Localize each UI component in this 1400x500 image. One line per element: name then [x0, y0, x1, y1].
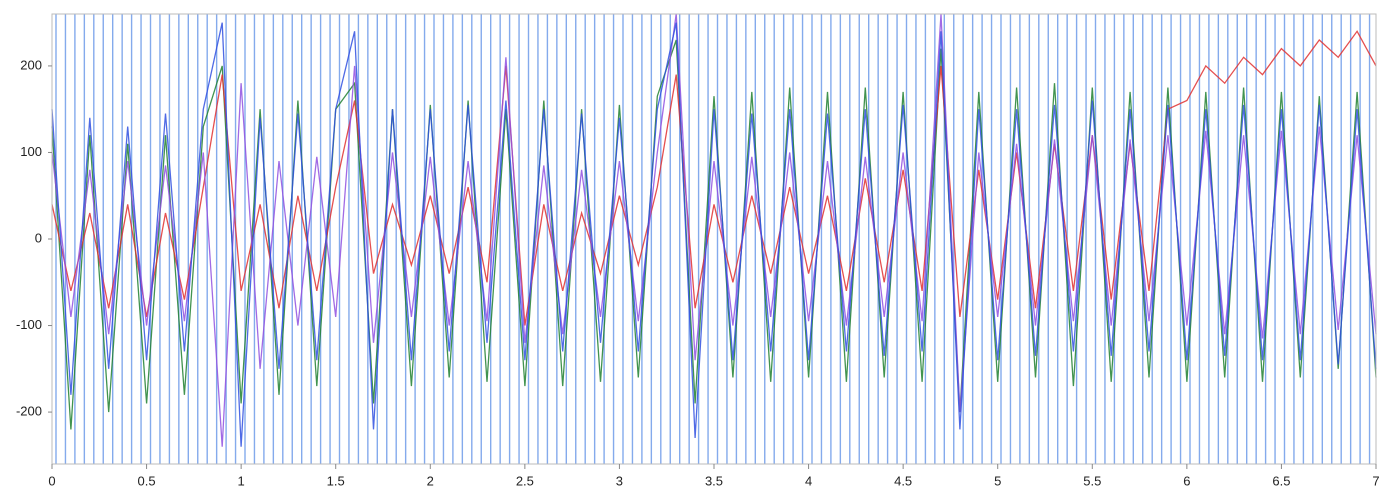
- y-tick-label: -200: [16, 404, 42, 419]
- plot-area: [51, 13, 1377, 447]
- x-tick-label: 7: [1372, 473, 1379, 488]
- x-tick-label: 3: [616, 473, 623, 488]
- x-tick-label: 3.5: [705, 473, 723, 488]
- series-line: [51, 13, 1377, 447]
- y-tick-label: 200: [20, 57, 42, 72]
- marker-lines: [55, 14, 1371, 464]
- x-tick-label: 0.5: [138, 473, 156, 488]
- x-tick-label: 4.5: [894, 473, 912, 488]
- x-tick-label: 5: [994, 473, 1001, 488]
- x-tick-label: 6.5: [1272, 473, 1290, 488]
- x-tick-label: 5.5: [1083, 473, 1101, 488]
- x-tick-label: 1: [238, 473, 245, 488]
- series-line: [51, 39, 1377, 430]
- y-tick-label: 0: [35, 230, 42, 245]
- x-tick-label: 2: [427, 473, 434, 488]
- x-tick-label: 2.5: [516, 473, 534, 488]
- x-tick-label: 6: [1183, 473, 1190, 488]
- y-tick-label: 100: [20, 144, 42, 159]
- x-tick-label: 4: [805, 473, 812, 488]
- x-tick-label: 1.5: [327, 473, 345, 488]
- y-tick-label: -100: [16, 317, 42, 332]
- series-line: [51, 22, 1377, 447]
- series-line: [51, 30, 1377, 326]
- x-tick-label: 0: [48, 473, 55, 488]
